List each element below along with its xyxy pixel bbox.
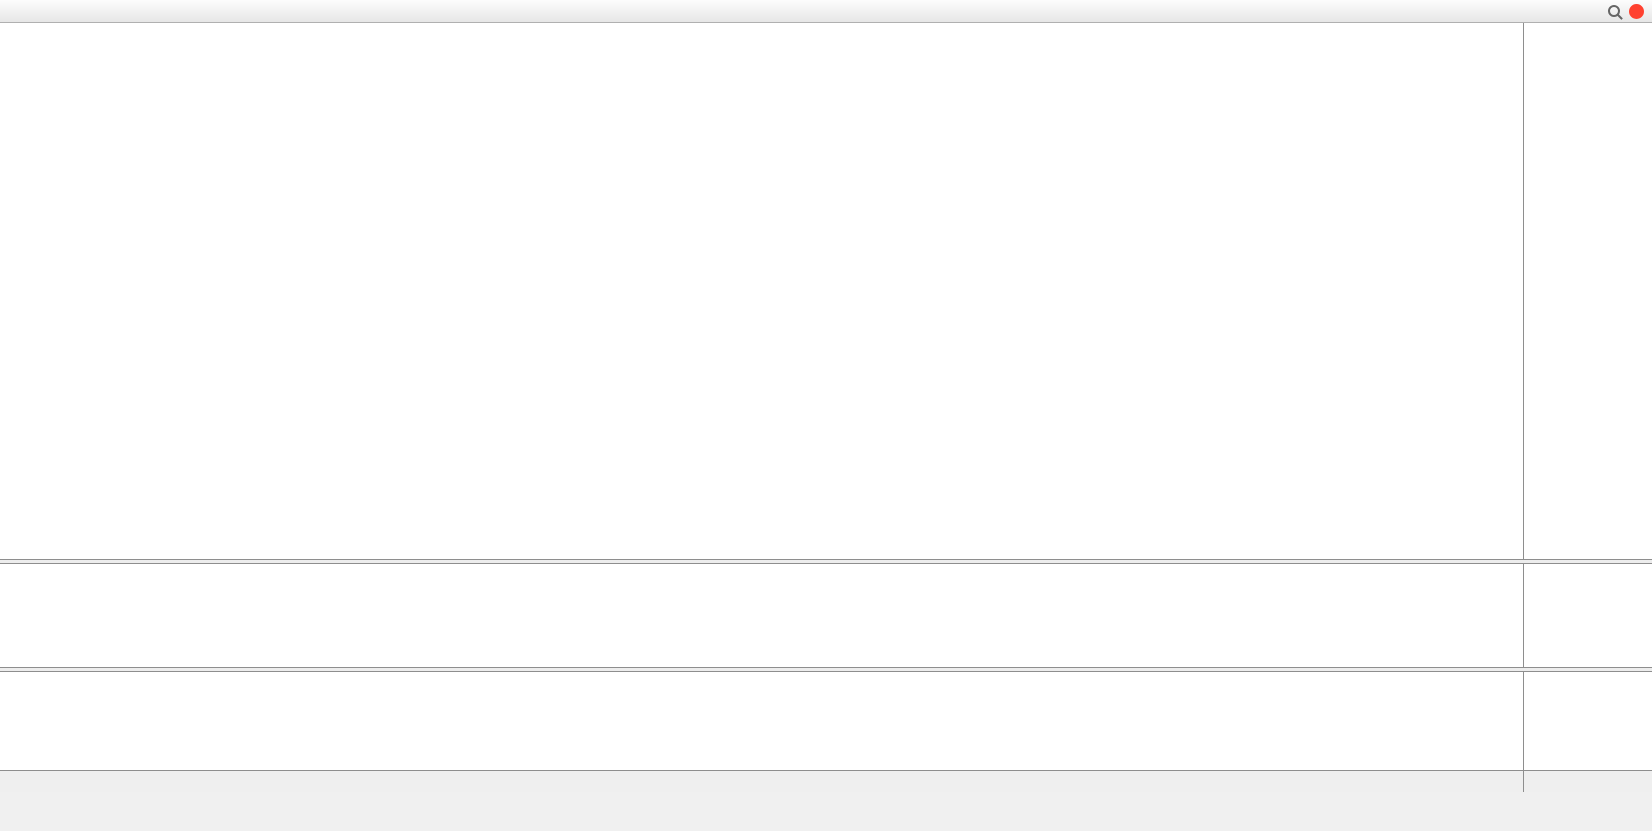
toolbar-right (1608, 0, 1644, 22)
pane-splitter-macd[interactable] (0, 559, 1652, 564)
search-icon[interactable] (1608, 5, 1620, 17)
price-axis-border (1523, 23, 1524, 792)
time-scale[interactable] (0, 770, 1652, 792)
chart-canvas[interactable] (0, 23, 1523, 792)
pane-splitter-rsi[interactable] (0, 667, 1652, 672)
price-scale[interactable] (1524, 23, 1652, 792)
chart-window (0, 23, 1652, 792)
toolbar (0, 0, 1652, 23)
notification-badge[interactable] (1629, 3, 1644, 19)
